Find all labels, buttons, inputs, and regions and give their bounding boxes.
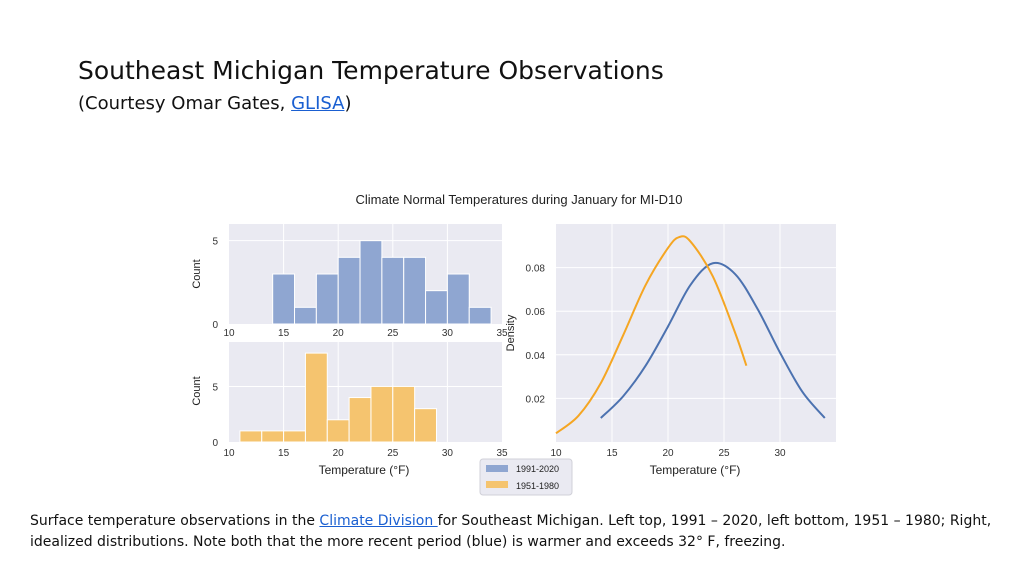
density-line-older xyxy=(555,235,748,435)
caption-text: Surface temperature observations in the xyxy=(30,513,320,529)
bottom-left-ticks: 10 15 20 25 30 35 0 5 xyxy=(212,382,508,459)
density-xtick-label: 25 xyxy=(718,448,730,459)
top-hist-xtick-label: 10 xyxy=(223,328,235,339)
density-ytick-label: 0.04 xyxy=(526,351,546,362)
top-hist-bar xyxy=(381,256,405,325)
right-ylabel: Density xyxy=(505,314,517,351)
density-ytick-label: 0.08 xyxy=(526,264,546,275)
subtitle-close: ) xyxy=(344,93,352,114)
slide-title: Southeast Michigan Temperature Observati… xyxy=(78,56,664,85)
caption: Surface temperature observations in the … xyxy=(30,511,1005,553)
top-hist-bar xyxy=(403,256,427,325)
density-xtick-label: 20 xyxy=(662,448,674,459)
legend-label-recent: 1991-2020 xyxy=(516,464,559,474)
climate-division-link[interactable]: Climate Division xyxy=(319,513,438,529)
right-grid xyxy=(556,224,836,442)
top-hist-xtick-label: 25 xyxy=(387,328,399,339)
top-hist-bar xyxy=(337,256,361,325)
slide-subtitle: (Courtesy Omar Gates, GLISA) xyxy=(78,93,351,114)
right-xlabel: Temperature (°F) xyxy=(650,463,741,477)
glisa-link[interactable]: GLISA xyxy=(291,93,345,114)
legend-swatch-older xyxy=(486,481,508,488)
bottom-hist-bar xyxy=(392,385,416,443)
top-hist-bar xyxy=(315,273,339,325)
top-hist-xtick-label: 35 xyxy=(496,328,508,339)
bottom-hist-ytick-label: 0 xyxy=(212,438,218,449)
bottom-hist-bar xyxy=(304,352,328,443)
top-left-ticks: 10 15 20 25 30 35 0 5 xyxy=(212,237,508,339)
density-xtick-label: 30 xyxy=(774,448,786,459)
top-hist-ytick-label: 5 xyxy=(212,237,218,248)
density-xtick-label: 15 xyxy=(606,448,618,459)
bottom-hist-xtick-label: 10 xyxy=(223,448,235,459)
bottom-hist-bar xyxy=(283,430,306,443)
right-ticks: 10 15 20 25 30 0.02 0.04 0.06 0.08 xyxy=(526,264,786,459)
density-ytick-label: 0.02 xyxy=(526,394,546,405)
bottom-hist-bar xyxy=(348,397,372,443)
caption-text-2: for Southeast Michigan. Left top, 1991 –… xyxy=(30,513,992,550)
legend-swatch-recent xyxy=(486,465,508,472)
top-hist-bar xyxy=(446,273,470,325)
bottom-hist-xtick-label: 20 xyxy=(333,448,345,459)
bottom-hist-bar xyxy=(414,408,437,443)
top-hist-bar xyxy=(359,240,383,325)
bottom-left-bars xyxy=(239,352,437,443)
top-hist-bar xyxy=(272,273,296,325)
bottom-hist-xtick-label: 35 xyxy=(496,448,508,459)
top-hist-xtick-label: 30 xyxy=(442,328,454,339)
bottom-left-xlabel: Temperature (°F) xyxy=(319,463,410,477)
density-line-recent xyxy=(600,261,826,419)
density-ytick-label: 0.06 xyxy=(526,307,546,318)
right-lines xyxy=(555,235,826,435)
density-xtick-label: 10 xyxy=(550,448,562,459)
top-hist-bar xyxy=(294,306,317,325)
bottom-hist-bar xyxy=(261,430,285,443)
top-left-bars xyxy=(272,240,492,325)
bottom-left-ylabel: Count xyxy=(191,376,203,405)
figure-title: Climate Normal Temperatures during Janua… xyxy=(355,192,682,207)
top-hist-xtick-label: 15 xyxy=(278,328,290,339)
legend: 1991-2020 1951-1980 xyxy=(479,458,573,496)
bottom-hist-bar xyxy=(239,430,263,443)
subtitle-text: (Courtesy Omar Gates, xyxy=(78,93,292,114)
bottom-hist-ytick-label: 5 xyxy=(212,382,218,393)
top-left-ylabel: Count xyxy=(191,259,203,288)
bottom-hist-xtick-label: 30 xyxy=(442,448,454,459)
top-hist-bar xyxy=(425,290,448,325)
bottom-hist-xtick-label: 15 xyxy=(278,448,290,459)
top-hist-xtick-label: 20 xyxy=(333,328,345,339)
top-hist-bar xyxy=(468,306,492,325)
right-panel xyxy=(556,224,836,442)
bottom-hist-bar xyxy=(326,419,350,443)
bottom-hist-xtick-label: 25 xyxy=(387,448,399,459)
bottom-hist-bar xyxy=(370,385,394,443)
top-hist-ytick-label: 0 xyxy=(212,320,218,331)
legend-label-older: 1951-1980 xyxy=(516,481,559,491)
